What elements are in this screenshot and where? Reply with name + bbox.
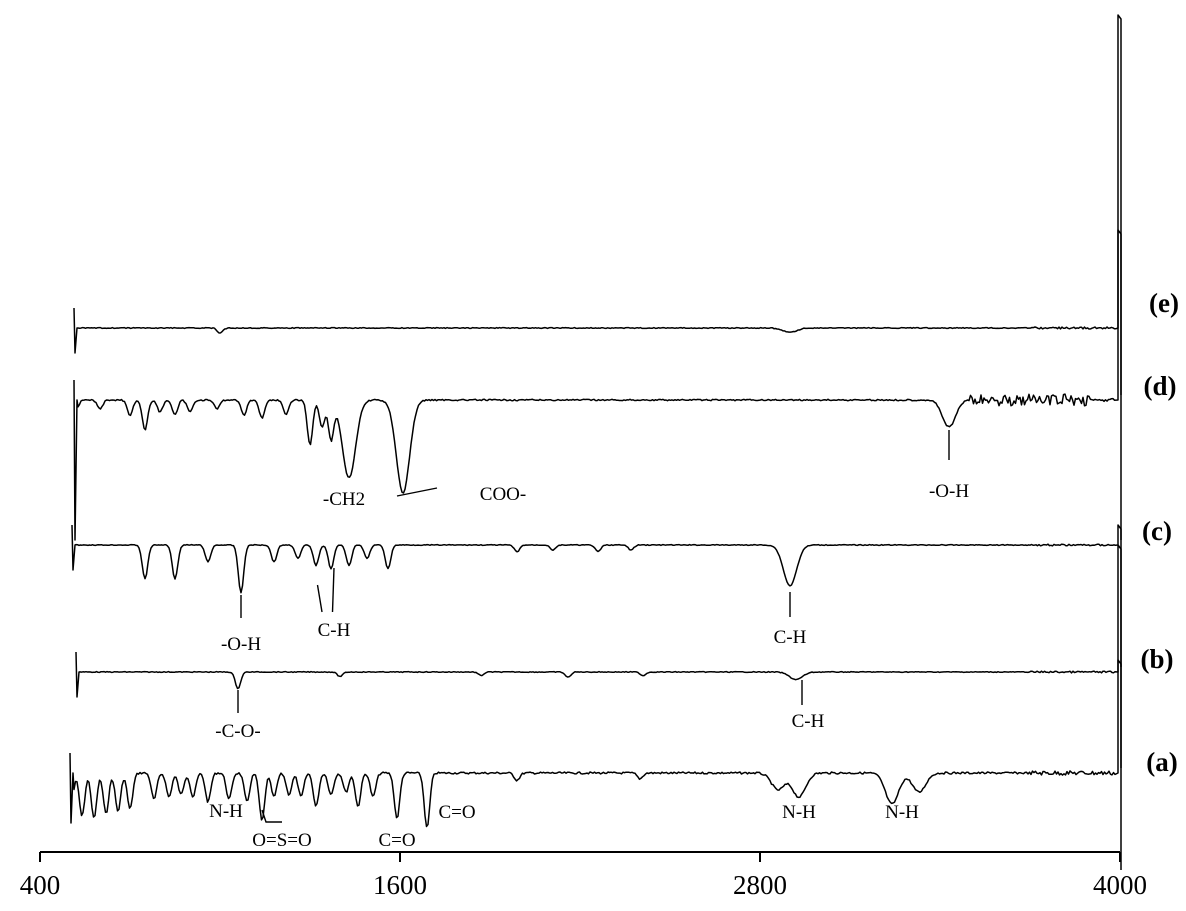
peak-annotations: N-H O=S=O C=O C=O N-H N-H -C-O- C-H -O-H C-H C-H -C… [209, 430, 969, 851]
spectrum-trace-a [69, 544, 1122, 828]
spectra [69, 14, 1122, 870]
spectrum-labels: (a) (b) (c) (d) (e) [1141, 288, 1179, 777]
peak-annotation: N-H [885, 802, 919, 823]
annotation-leader [331, 567, 335, 613]
spectrum-trace-c [71, 524, 1122, 594]
spectrum-label: (d) [1144, 371, 1177, 401]
annotation-leader [261, 809, 282, 823]
x-tick-label: 400 [20, 870, 61, 900]
spectrum-label: (b) [1141, 644, 1174, 674]
annotation-leader [316, 584, 323, 613]
peak-annotation: -C-O- [215, 721, 260, 742]
spectrum-trace-d [73, 229, 1122, 541]
peak-annotation: C-H [774, 627, 807, 648]
peak-annotation: C-H [792, 711, 825, 732]
x-axis: 400 1600 2800 4000 [20, 851, 1147, 900]
spectrum-label: (c) [1142, 516, 1172, 546]
peak-annotation: C=O [378, 830, 415, 851]
peak-annotation: C-H [318, 620, 351, 641]
peak-annotation: COO- [480, 484, 526, 505]
peak-annotation: -O-H [929, 481, 969, 502]
x-tick-label: 4000 [1093, 870, 1147, 900]
spectrum-trace-e [73, 14, 1122, 870]
peak-annotation: -CH2 [323, 489, 365, 510]
x-tick-label: 2800 [733, 870, 787, 900]
peak-annotation: O=S=O [252, 830, 311, 851]
peak-annotation: N-H [209, 801, 243, 822]
peak-annotation: C=O [438, 802, 475, 823]
annotation-leader [396, 487, 438, 497]
spectrum-label: (a) [1146, 747, 1177, 777]
x-tick-label: 1600 [373, 870, 427, 900]
spectrum-label: (e) [1149, 288, 1179, 318]
peak-annotation: N-H [782, 802, 816, 823]
peak-annotation: -O-H [221, 634, 261, 655]
spectrum-trace-b [75, 651, 1122, 698]
